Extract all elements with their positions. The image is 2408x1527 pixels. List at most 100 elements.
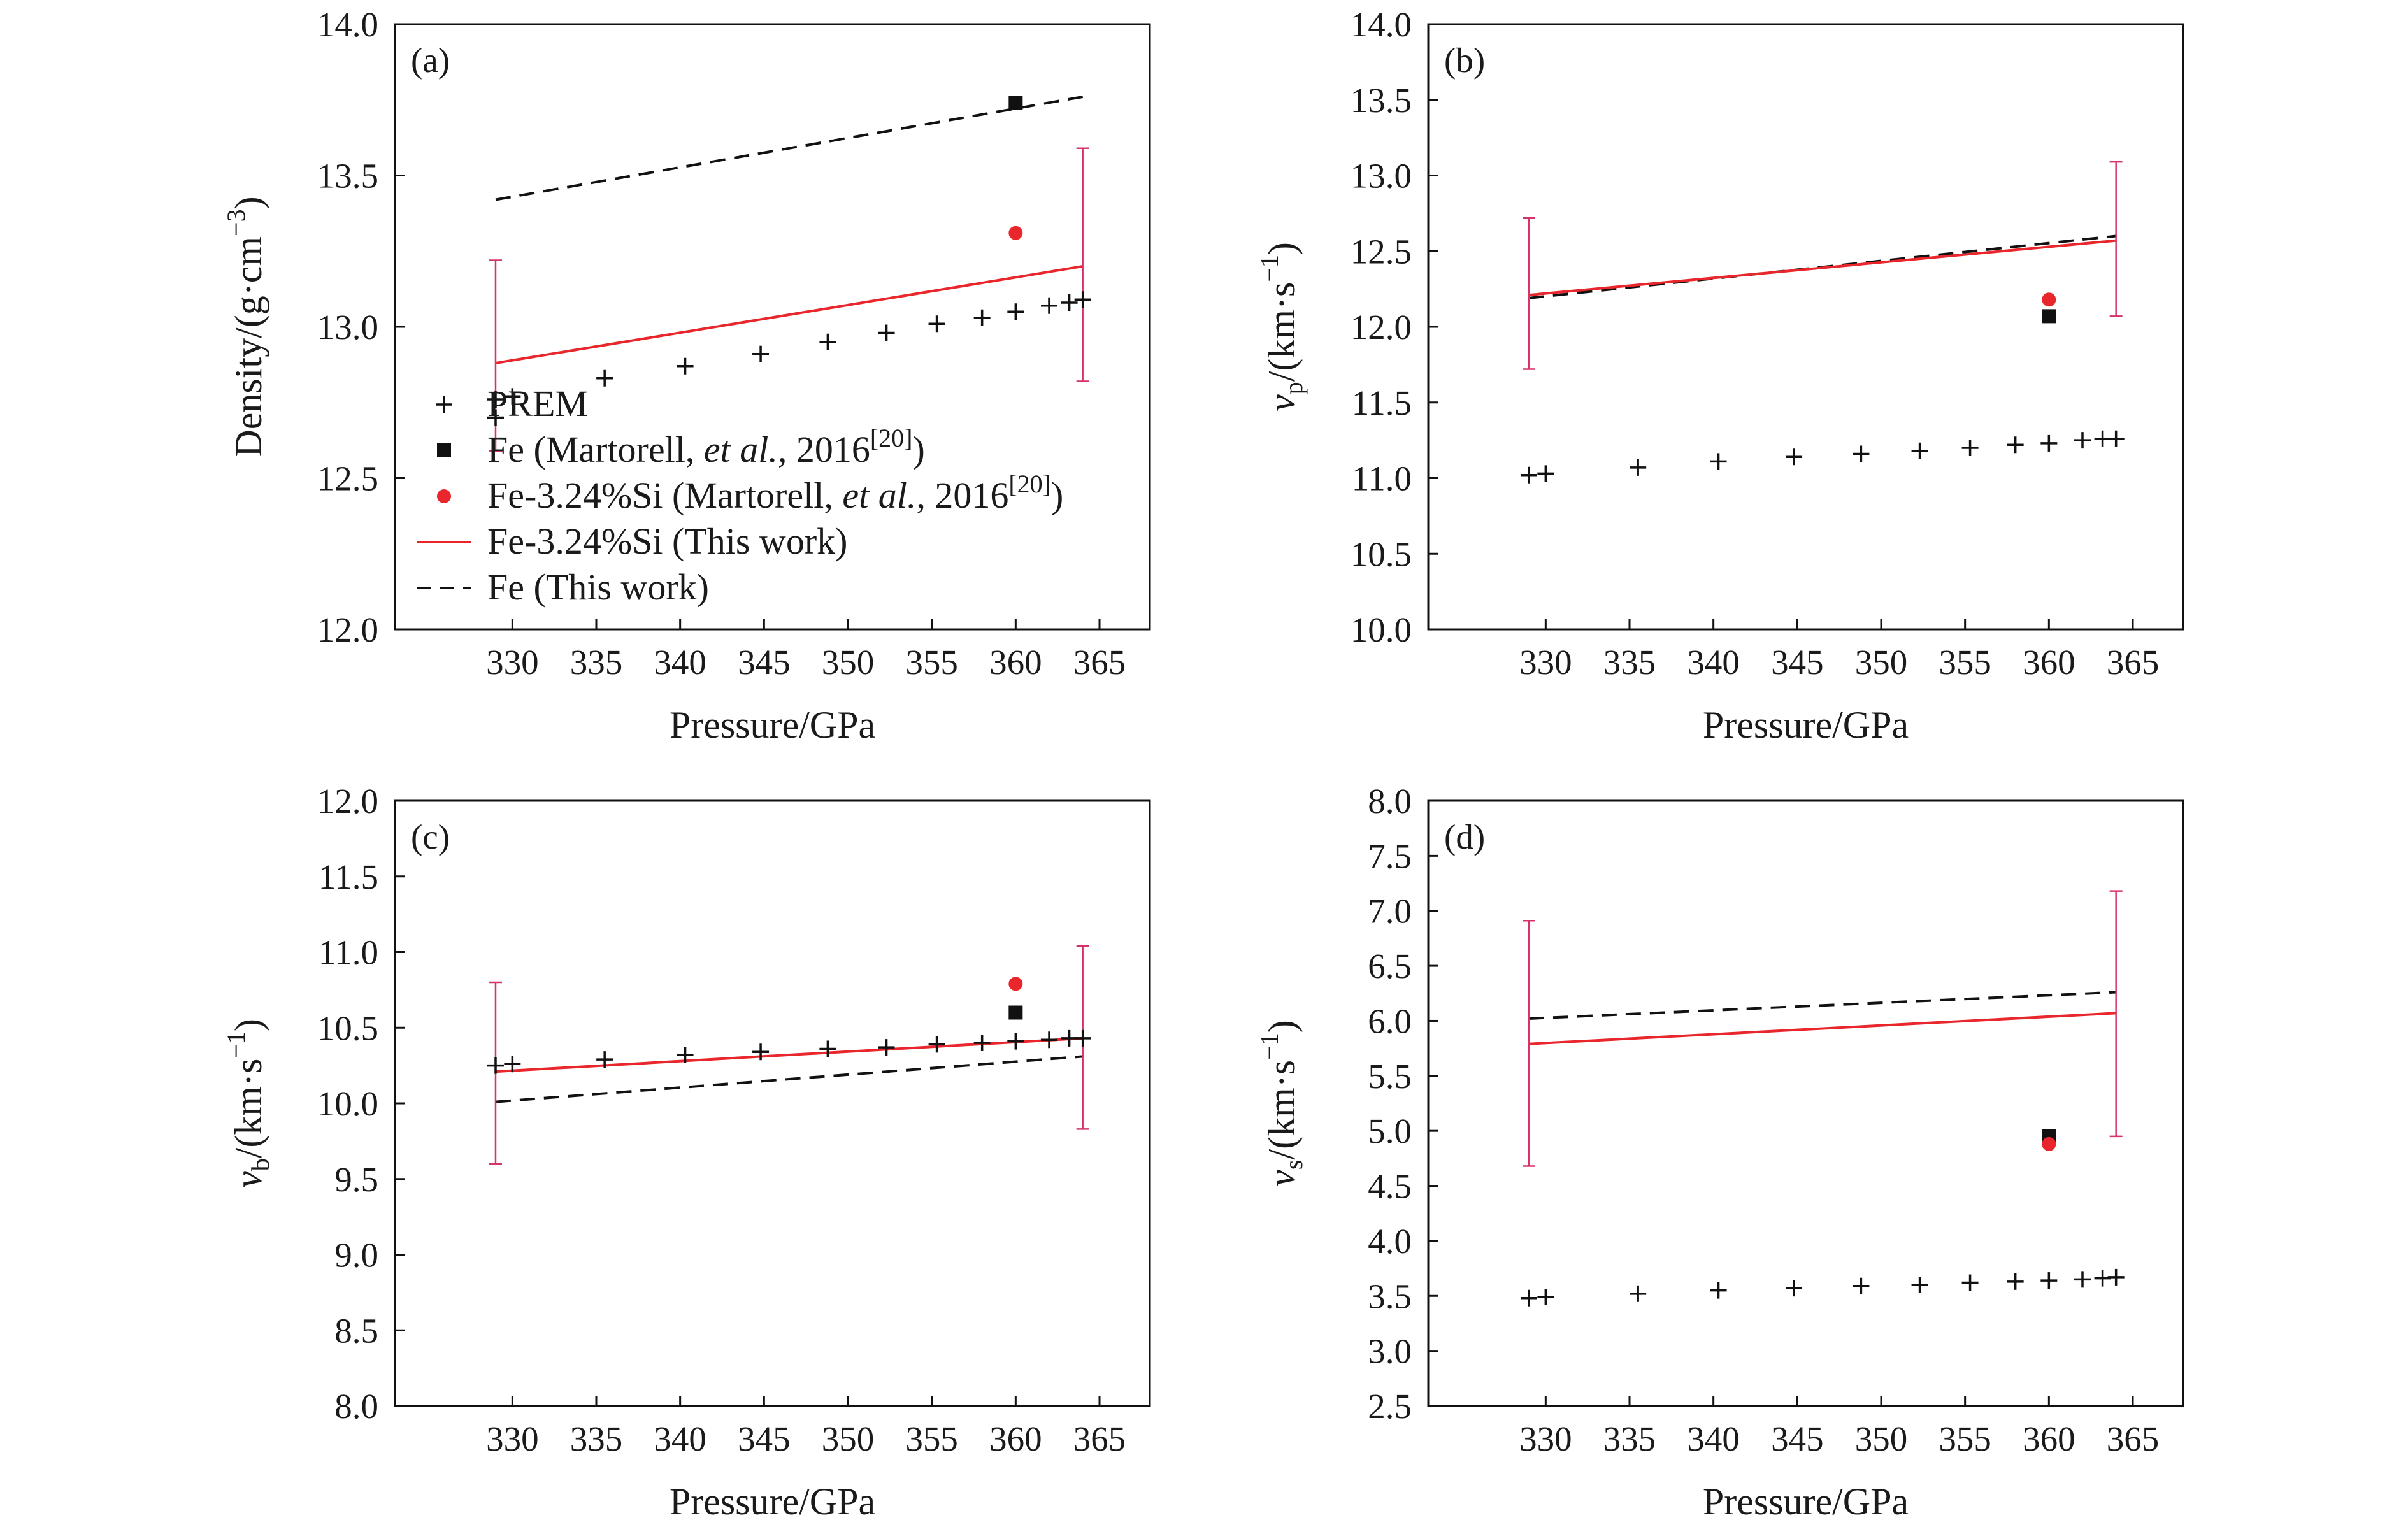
y-label-text: ) — [1261, 1020, 1303, 1033]
y-tick-label: 11.5 — [319, 857, 378, 896]
x-axis-label: Pressure/GPa — [1703, 1480, 1909, 1523]
x-tick-label: 345 — [738, 1419, 791, 1458]
x-tick-label: 365 — [2107, 1419, 2160, 1458]
y-label-text: /(km·s — [1261, 1060, 1303, 1160]
legend-label: Fe-3.24%Si (Martorell, et al., 2016[20]) — [487, 470, 1063, 516]
y-axis-label: vb/(km·s−1) — [222, 1019, 275, 1188]
panel-c: 330 335 340 345 350 355 360 365 8.0 8.5 9.0 9.5 10.0… — [222, 782, 1151, 1523]
error-bar — [1076, 147, 1089, 382]
x-tick-label: 330 — [1519, 1419, 1572, 1458]
x-tick-label: 340 — [654, 643, 706, 682]
x-tick-label: 355 — [1939, 1419, 1991, 1458]
series-fesi-this-work — [1528, 1012, 2116, 1045]
y-label-text: /(km·s — [227, 1059, 269, 1159]
y-label-superscript: −1 — [1255, 255, 1284, 282]
series-fe-this-work — [1528, 991, 2116, 1020]
error-bar — [1523, 217, 1535, 370]
y-label-text: ) — [227, 196, 269, 209]
x-tick-label: 355 — [905, 1419, 958, 1458]
legend-label: Fe-3.24%Si (This work) — [487, 520, 847, 562]
y-tick-label: 5.0 — [1368, 1112, 1412, 1151]
x-tick-label: 350 — [822, 1419, 875, 1458]
y-tick-label: 10.5 — [317, 1008, 378, 1047]
y-label-text: /(km·s — [1261, 282, 1303, 382]
legend-item-fe_tw: Fe (This work) — [417, 566, 709, 608]
plot-frame — [1427, 23, 2184, 631]
y-tick-label: 12.0 — [1351, 308, 1412, 347]
legend-text: PREM — [487, 383, 588, 424]
y-tick-label: 3.0 — [1368, 1332, 1412, 1371]
x-tick-label: 335 — [570, 643, 623, 682]
y-tick-label: 14.0 — [1351, 5, 1412, 44]
y-tick-label: 11.0 — [319, 933, 378, 972]
legend-text-italic: et al. — [704, 429, 778, 470]
y-tick-label: 8.0 — [1368, 782, 1412, 821]
series-fesi-this-work — [495, 265, 1083, 364]
fesi-martorell-point — [2042, 292, 2056, 307]
x-tick-label: 345 — [1771, 643, 1824, 682]
legend-text: , 2016 — [778, 429, 870, 470]
y-tick-label: 10.0 — [1351, 610, 1412, 649]
x-tick-label: 350 — [1855, 1419, 1908, 1458]
y-tick-label: 4.5 — [1368, 1167, 1412, 1206]
x-tick-label: 365 — [1073, 1419, 1126, 1458]
legend-label: Fe (This work) — [487, 566, 709, 608]
panel-label: (b) — [1444, 41, 1485, 80]
x-tick-label: 330 — [486, 1419, 539, 1458]
panel-a: 330 335 340 345 350 355 360 365 12.0 12.5 13.0 13.5… — [222, 5, 1151, 746]
legend-text: Fe-3.24%Si (This work) — [487, 520, 847, 562]
error-bar — [2109, 890, 2123, 1138]
y-tick-label: 3.5 — [1368, 1277, 1412, 1316]
y-tick-label: 13.0 — [1351, 157, 1412, 196]
fe-martorell-point — [1008, 1005, 1023, 1020]
legend-label: PREM — [487, 383, 588, 424]
x-tick-label: 360 — [2023, 643, 2075, 682]
y-tick-label: 13.5 — [317, 157, 378, 196]
legend-item-fesi_m: Fe-3.24%Si (Martorell, et al., 2016[20]) — [437, 470, 1063, 516]
plot-frame — [1427, 799, 2184, 1407]
panel-b: 330 335 340 345 350 355 360 365 10.0 10.5 11.0 11.5… — [1255, 5, 2184, 746]
error-bar — [2109, 161, 2123, 317]
x-tick-label: 365 — [1073, 643, 1126, 682]
y-tick-label: 5.5 — [1368, 1057, 1412, 1096]
y-label-subscript: s — [1279, 1159, 1308, 1170]
y-label-symbol: v — [227, 1171, 269, 1188]
x-tick-label: 360 — [989, 643, 1042, 682]
y-tick-label: 6.0 — [1368, 1001, 1412, 1040]
x-tick-label: 350 — [1855, 643, 1908, 682]
y-label-subscript: p — [1279, 382, 1308, 394]
x-tick-label: 365 — [2107, 643, 2160, 682]
y-tick-label: 7.0 — [1368, 892, 1412, 931]
y-tick-label: 10.0 — [317, 1084, 378, 1123]
legend-square-marker — [437, 443, 451, 457]
y-tick-label: 13.5 — [1351, 81, 1412, 120]
panel-label: (c) — [411, 817, 450, 856]
x-axis-label: Pressure/GPa — [1703, 704, 1909, 746]
y-label-symbol: v — [1261, 1170, 1303, 1187]
fesi-martorell-point — [1008, 226, 1023, 240]
x-tick-label: 340 — [1687, 643, 1740, 682]
x-tick-label: 350 — [822, 643, 875, 682]
y-tick-label: 8.5 — [334, 1311, 378, 1350]
y-tick-label: 12.0 — [317, 610, 378, 649]
series-fesi-this-work — [495, 1036, 1083, 1073]
y-tick-label: 8.0 — [334, 1387, 378, 1426]
legend-superscript: [20] — [870, 424, 913, 452]
y-axis-label: vp/(km·s−1) — [1255, 242, 1308, 412]
y-label-symbol: v — [1261, 394, 1303, 412]
y-tick-label: 12.5 — [317, 459, 378, 498]
y-label-text: ) — [1261, 242, 1303, 255]
legend-item-fe_m: Fe (Martorell, et al., 2016[20]) — [437, 424, 925, 470]
series-fesi-this-work — [1528, 239, 2116, 297]
fesi-martorell-point — [1008, 977, 1023, 991]
y-tick-label: 2.5 — [1368, 1387, 1412, 1426]
y-axis-label: vs/(km·s−1) — [1255, 1020, 1308, 1186]
y-tick-label: 12.5 — [1351, 232, 1412, 271]
y-label-subscript: b — [246, 1158, 275, 1171]
legend-superscript: [20] — [1008, 470, 1051, 498]
y-tick-label: 14.0 — [317, 5, 378, 44]
y-label-text: Density/(g·cm — [227, 236, 269, 457]
x-tick-label: 340 — [654, 1419, 706, 1458]
